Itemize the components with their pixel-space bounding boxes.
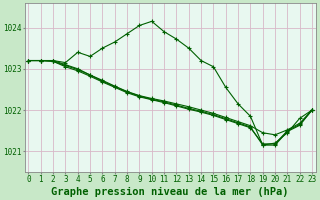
X-axis label: Graphe pression niveau de la mer (hPa): Graphe pression niveau de la mer (hPa) [52, 187, 289, 197]
